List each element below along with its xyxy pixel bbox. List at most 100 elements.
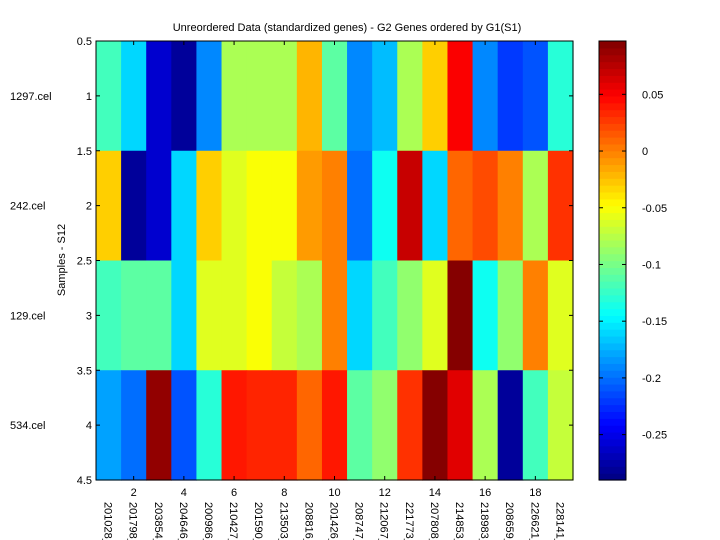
heatmap-cell xyxy=(146,41,172,152)
colorbar-segment xyxy=(599,246,626,255)
colorbar-segment xyxy=(599,404,626,413)
heatmap-cell xyxy=(522,41,549,152)
y-tick-label: 0.5 xyxy=(77,36,92,48)
colorbar-segment xyxy=(599,308,626,316)
row-label: 242.cel xyxy=(10,201,45,213)
heatmap-cell xyxy=(422,41,449,152)
column-label: 213503_ xyxy=(277,502,289,540)
colorbar-tick-label: 0.05 xyxy=(642,89,663,101)
colorbar-segment xyxy=(599,322,626,330)
y-tick-label: 1.5 xyxy=(77,146,92,158)
colorbar-segment xyxy=(599,377,626,385)
colorbar-segment xyxy=(599,198,626,207)
colorbar-segment xyxy=(599,219,626,227)
heatmap-cell xyxy=(321,260,348,371)
colorbar-segment xyxy=(599,301,626,310)
colorbar-segment xyxy=(599,178,626,186)
column-label: 201028_ xyxy=(102,502,114,540)
heatmap-cell xyxy=(146,150,172,262)
heatmap-cell xyxy=(347,41,373,152)
colorbar-segment xyxy=(599,397,626,406)
heatmap-cell xyxy=(96,260,122,371)
heatmap-cell xyxy=(347,370,373,481)
colorbar-segment xyxy=(599,233,626,241)
heatmap-cell xyxy=(522,150,549,262)
colorbar-segment xyxy=(599,54,626,63)
heatmap-cell xyxy=(472,150,499,262)
heatmap-cell xyxy=(196,150,223,262)
colorbar-segment xyxy=(599,205,626,214)
heatmap-cell xyxy=(221,260,248,371)
x-tick-label: 12 xyxy=(379,487,391,499)
column-label: 201426_ xyxy=(328,502,340,540)
colorbar-segment xyxy=(599,226,626,234)
colorbar-segment xyxy=(599,95,626,104)
heatmap-cell xyxy=(397,370,423,481)
column-label: 204646_ xyxy=(177,502,189,540)
heatmap-cell xyxy=(497,370,524,481)
colorbar-segment xyxy=(599,47,626,56)
colorbar-segment xyxy=(599,438,626,447)
colorbar-segment xyxy=(599,171,626,179)
colorbar-segment xyxy=(599,164,626,172)
colorbar-segment xyxy=(599,452,626,461)
colorbar-segment xyxy=(599,212,626,220)
colorbar-segment xyxy=(599,473,626,481)
heatmap-cell xyxy=(372,370,398,481)
x-tick-label: 2 xyxy=(131,487,137,499)
heatmap-cell xyxy=(397,260,423,371)
heatmap-cell xyxy=(246,41,273,152)
colorbar-segment xyxy=(599,137,626,145)
x-ticks: 2 4 6 8 10 12 14 16 18 xyxy=(131,41,541,499)
colorbar-tick-label: -0.2 xyxy=(642,373,661,385)
column-label: 208816_ xyxy=(302,502,314,540)
colorbar-segment xyxy=(599,41,626,49)
colorbar-segment xyxy=(599,239,626,248)
colorbar-segment xyxy=(599,130,626,138)
x-tick-label: 4 xyxy=(181,487,187,499)
y-axis-label: Samples - S12 xyxy=(56,224,68,296)
column-label: 201590_ xyxy=(252,502,264,540)
heatmap-cell xyxy=(422,260,449,371)
x-tick-label: 14 xyxy=(429,487,441,499)
heatmap-cell xyxy=(321,150,348,262)
heatmap-cell xyxy=(271,370,298,481)
row-labels: 1297.cel 242.cel 129.cel 534.cel xyxy=(10,91,52,432)
colorbar-segment xyxy=(599,356,626,364)
x-tick-label: 8 xyxy=(281,487,287,499)
heatmap-cell xyxy=(422,370,449,481)
heatmap-cell xyxy=(296,41,323,152)
colorbar-segment xyxy=(599,185,626,193)
column-label: 214853_ xyxy=(453,502,465,540)
heatmap-cell xyxy=(296,150,323,262)
heatmap-cell xyxy=(96,41,122,152)
colorbar-segment xyxy=(599,335,626,344)
y-tick-label: 3 xyxy=(86,310,92,322)
heatmap-cell xyxy=(271,150,298,262)
colorbar-segment xyxy=(599,102,626,111)
heatmap-cell xyxy=(397,41,423,152)
column-label: 226621_ xyxy=(528,502,540,540)
heatmap-cell xyxy=(372,41,398,152)
colorbar-segment xyxy=(599,89,626,97)
column-label: 203854_ xyxy=(152,502,164,540)
colorbar-segment xyxy=(599,116,626,124)
colorbar-segment xyxy=(599,68,626,76)
heatmap-cell xyxy=(121,260,147,371)
colorbar-tick-label: -0.1 xyxy=(642,259,661,271)
heatmap-cell xyxy=(171,41,198,152)
row-label: 534.cel xyxy=(10,420,45,432)
column-label: 200986_ xyxy=(202,502,214,540)
heatmap-cell xyxy=(447,150,474,262)
column-label: 210427_ xyxy=(227,502,239,540)
heatmap-cell xyxy=(121,370,147,481)
colorbar-segment xyxy=(599,363,626,371)
heatmap-cell xyxy=(121,41,147,152)
colorbar-segment xyxy=(599,123,626,131)
colorbar-segment xyxy=(599,445,626,454)
heatmap-cell xyxy=(472,41,499,152)
heatmap-cell xyxy=(246,260,273,371)
heatmap-cell xyxy=(221,370,248,481)
x-tick-label: 10 xyxy=(328,487,340,499)
y-tick-label: 1 xyxy=(86,91,92,103)
